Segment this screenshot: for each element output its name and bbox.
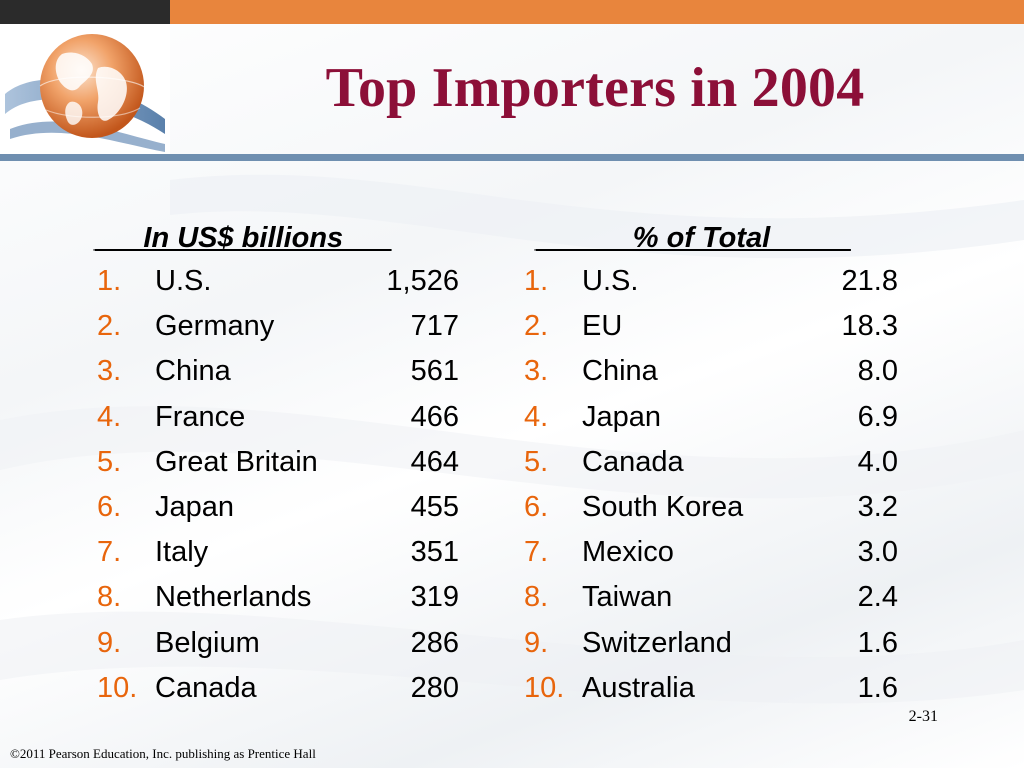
list-item: 5. Great Britain 464	[97, 440, 477, 485]
top-bar-orange	[170, 0, 1024, 24]
top-bar-dark	[0, 0, 170, 24]
percent-value: 1.6	[857, 626, 898, 659]
list-item: 2. EU 18.3	[524, 304, 904, 349]
list-item: 7. Mexico 3.0	[524, 530, 904, 575]
page-number: 2-31	[908, 708, 938, 725]
left-column-header: ___In US$ billions___	[95, 222, 392, 254]
country-name: China	[582, 355, 658, 388]
rank-number: 6.	[524, 490, 549, 523]
country-name: Taiwan	[582, 581, 673, 614]
percent-value: 18.3	[841, 310, 898, 343]
percent-value: 6.9	[857, 400, 898, 433]
list-item: 3. China 561	[97, 349, 477, 394]
globe-icon	[5, 34, 165, 152]
list-item: 3. China 8.0	[524, 349, 904, 394]
country-name: Netherlands	[155, 581, 312, 614]
percent-value: 8.0	[857, 355, 898, 388]
list-item: 4. France 466	[97, 395, 477, 440]
country-name: China	[155, 355, 231, 388]
rank-number: 8.	[97, 581, 122, 614]
country-name: Japan	[155, 490, 235, 523]
list-item: 8. Netherlands 319	[97, 575, 477, 620]
list-item: 9. Switzerland 1.6	[524, 621, 904, 666]
import-value: 319	[410, 581, 459, 614]
country-name: U.S.	[155, 265, 212, 297]
import-value: 466	[410, 400, 459, 433]
list-item: 2. Germany 717	[97, 304, 477, 349]
copyright-footer: ©2011 Pearson Education, Inc. publishing…	[10, 746, 316, 761]
rank-number: 9.	[97, 626, 122, 659]
right-ranking-list: 1. U.S. 21.8 2. EU 18.3 3. China 8.0 4. …	[524, 259, 904, 711]
percent-value: 3.0	[857, 536, 898, 569]
country-name: Australia	[582, 671, 695, 704]
rank-number: 5.	[97, 445, 122, 478]
slide-title: Top Importers in 2004	[325, 57, 865, 119]
country-name: Japan	[582, 400, 662, 433]
rank-number: 2.	[97, 310, 122, 343]
list-item: 6. South Korea 3.2	[524, 485, 904, 530]
import-value: 717	[410, 310, 459, 343]
import-value: 286	[410, 626, 459, 659]
rank-number: 10.	[524, 671, 565, 704]
percent-value: 4.0	[857, 445, 898, 478]
list-item: 1. U.S. 1,526	[97, 259, 477, 304]
rank-number: 3.	[524, 355, 549, 388]
import-value: 1,526	[386, 265, 459, 297]
country-name: Switzerland	[582, 626, 732, 659]
country-name: EU	[582, 310, 623, 343]
percent-value: 1.6	[857, 671, 898, 704]
rank-number: 4.	[524, 400, 549, 433]
rank-number: 4.	[97, 400, 122, 433]
left-ranking-list: 1. U.S. 1,526 2. Germany 717 3. China 56…	[97, 259, 477, 711]
country-name: U.S.	[582, 265, 639, 297]
rank-number: 6.	[97, 490, 122, 523]
percent-value: 3.2	[857, 490, 898, 523]
import-value: 351	[410, 536, 459, 569]
percent-value: 2.4	[857, 581, 898, 614]
import-value: 455	[410, 490, 459, 523]
country-name: Mexico	[582, 536, 674, 569]
rank-number: 9.	[524, 626, 549, 659]
rank-number: 7.	[524, 536, 549, 569]
country-name: France	[155, 400, 246, 433]
percent-value: 21.8	[841, 265, 898, 297]
import-value: 464	[410, 445, 459, 478]
rank-number: 3.	[97, 355, 122, 388]
right-column-header: ______% of Total_____	[536, 222, 851, 254]
rank-number: 5.	[524, 445, 549, 478]
country-name: South Korea	[582, 490, 744, 523]
country-name: Germany	[155, 310, 275, 343]
country-name: Canada	[155, 671, 257, 704]
country-name: Italy	[155, 536, 209, 569]
list-item: 10. Australia 1.6	[524, 666, 904, 711]
rank-number: 2.	[524, 310, 549, 343]
list-item: 9. Belgium 286	[97, 621, 477, 666]
country-name: Great Britain	[155, 445, 318, 478]
list-item: 6. Japan 455	[97, 485, 477, 530]
country-name: Canada	[582, 445, 684, 478]
divider-line	[0, 154, 1024, 161]
import-value: 280	[410, 671, 459, 704]
list-item: 8. Taiwan 2.4	[524, 575, 904, 620]
import-value: 561	[410, 355, 459, 388]
rank-number: 1.	[97, 265, 122, 297]
rank-number: 10.	[97, 671, 138, 704]
rank-number: 8.	[524, 581, 549, 614]
list-item: 10. Canada 280	[97, 666, 477, 711]
list-item: 7. Italy 351	[97, 530, 477, 575]
country-name: Belgium	[155, 626, 260, 659]
globe-logo	[0, 24, 170, 154]
list-item: 4. Japan 6.9	[524, 395, 904, 440]
list-item: 1. U.S. 21.8	[524, 259, 904, 304]
rank-number: 7.	[97, 536, 122, 569]
rank-number: 1.	[524, 265, 549, 297]
list-item: 5. Canada 4.0	[524, 440, 904, 485]
